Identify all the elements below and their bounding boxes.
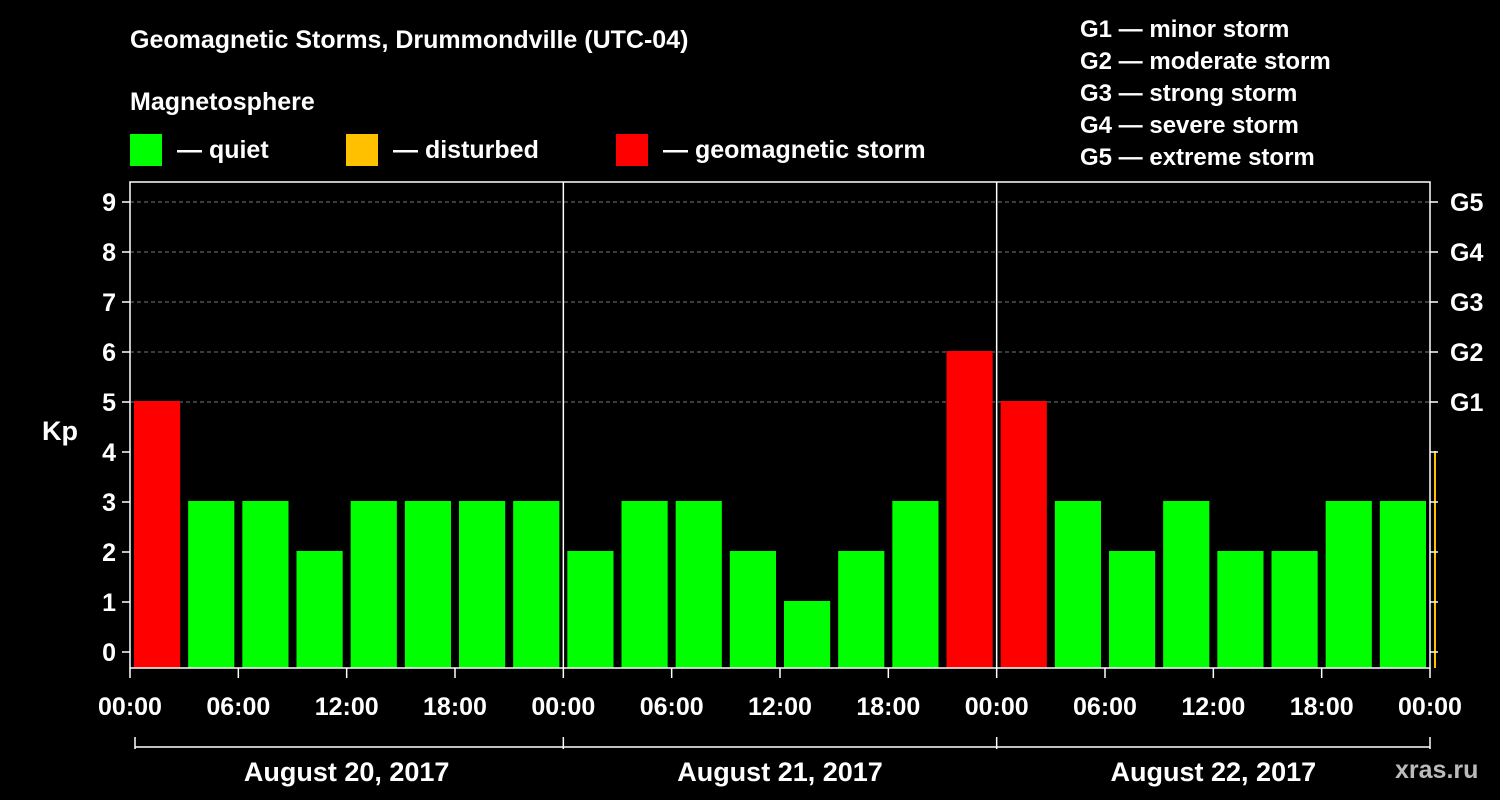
legend-title: Magnetosphere — [130, 88, 315, 116]
watermark: xras.ru — [1395, 756, 1478, 784]
x-tick-label-11: 18:00 — [1290, 693, 1354, 721]
y-tick-label-3: 3 — [102, 489, 116, 517]
day-label-2: August 22, 2017 — [1111, 757, 1317, 787]
x-tick-label-0: 00:00 — [98, 693, 162, 721]
bar-4 — [350, 501, 397, 668]
x-tick-label-2: 12:00 — [315, 693, 379, 721]
bar-14 — [892, 501, 939, 668]
legend-label-quiet: — quiet — [177, 136, 269, 164]
storm-scale-legend-g2: G2 — moderate storm — [1080, 48, 1331, 75]
x-tick-label-7: 18:00 — [856, 693, 920, 721]
legend-swatch-quiet — [130, 134, 162, 166]
bar-2 — [242, 501, 289, 668]
x-tick-label-8: 00:00 — [965, 693, 1029, 721]
bar-20 — [1217, 551, 1264, 668]
bar-10 — [675, 501, 722, 668]
y-tick-label-8: 8 — [102, 239, 116, 267]
x-tick-label-12: 00:00 — [1398, 693, 1462, 721]
bar-0 — [134, 401, 181, 668]
bar-11 — [729, 551, 776, 668]
bar-series — [134, 351, 1436, 668]
storm-scale-legend-g3: G3 — strong storm — [1080, 80, 1297, 107]
day-separators — [562, 182, 998, 668]
y-axis-label: Kp — [42, 416, 78, 446]
x-tick-label-5: 06:00 — [640, 693, 704, 721]
bar-7 — [513, 501, 560, 668]
x-tick-label-6: 12:00 — [748, 693, 812, 721]
bar-18 — [1109, 551, 1156, 668]
bar-8 — [567, 551, 614, 668]
bar-13 — [838, 551, 885, 668]
legend-swatch-storm — [616, 134, 648, 166]
bar-23 — [1379, 501, 1426, 668]
y-tick-label-0: 0 — [102, 639, 116, 667]
x-tick-label-9: 06:00 — [1073, 693, 1137, 721]
bar-21 — [1271, 551, 1318, 668]
bar-12 — [784, 601, 831, 668]
y-tick-label-7: 7 — [102, 289, 116, 317]
storm-scale-tick-g1: G1 — [1450, 389, 1483, 417]
storm-scale-tick-g5: G5 — [1450, 189, 1483, 217]
day-label-0: August 20, 2017 — [244, 757, 450, 787]
bar-19 — [1163, 501, 1210, 668]
legend-label-storm: — geomagnetic storm — [663, 136, 926, 164]
bar-9 — [621, 501, 668, 668]
x-tick-label-10: 12:00 — [1181, 693, 1245, 721]
y-tick-label-6: 6 — [102, 339, 116, 367]
legend-label-disturbed: — disturbed — [393, 136, 539, 164]
x-tick-label-4: 00:00 — [531, 693, 595, 721]
y-axis: 0 1 2 3 4 5 6 7 8 9 — [102, 189, 1438, 667]
bar-17 — [1054, 501, 1101, 668]
gridlines — [130, 201, 1430, 403]
day-labels: August 20, 2017 August 21, 2017 August 22,… — [134, 737, 1431, 787]
storm-scale-tick-g3: G3 — [1450, 289, 1483, 317]
bar-6 — [459, 501, 506, 668]
bar-16 — [1000, 401, 1047, 668]
x-tick-label-3: 18:00 — [423, 693, 487, 721]
x-tick-label-1: 06:00 — [206, 693, 270, 721]
storm-scale-axis: G1 G2 G3 G4 G5 — [1450, 189, 1483, 417]
y-tick-label-9: 9 — [102, 189, 116, 217]
day-label-1: August 21, 2017 — [677, 757, 883, 787]
y-tick-label-5: 5 — [102, 389, 116, 417]
storm-scale-tick-g4: G4 — [1450, 239, 1483, 267]
legend-swatch-disturbed — [346, 134, 378, 166]
x-axis: 00:00 06:00 12:00 18:00 00:00 06:00 12:00 18:00… — [98, 668, 1462, 721]
y-tick-label-1: 1 — [102, 589, 116, 617]
bar-22 — [1325, 501, 1372, 668]
storm-scale-legend-g4: G4 — severe storm — [1080, 112, 1299, 139]
storm-scale-tick-g2: G2 — [1450, 339, 1483, 367]
y-tick-label-2: 2 — [102, 539, 116, 567]
bar-1 — [188, 501, 235, 668]
storm-scale-legend-g5: G5 — extreme storm — [1080, 144, 1315, 171]
bar-15 — [946, 351, 993, 668]
storm-scale-legend-g1: G1 — minor storm — [1080, 16, 1289, 43]
y-tick-label-4: 4 — [102, 439, 116, 467]
bar-5 — [404, 501, 451, 668]
bar-24 — [1434, 451, 1436, 668]
bar-3 — [296, 551, 343, 668]
chart-title: Geomagnetic Storms, Drummondville (UTC-0… — [130, 26, 688, 54]
